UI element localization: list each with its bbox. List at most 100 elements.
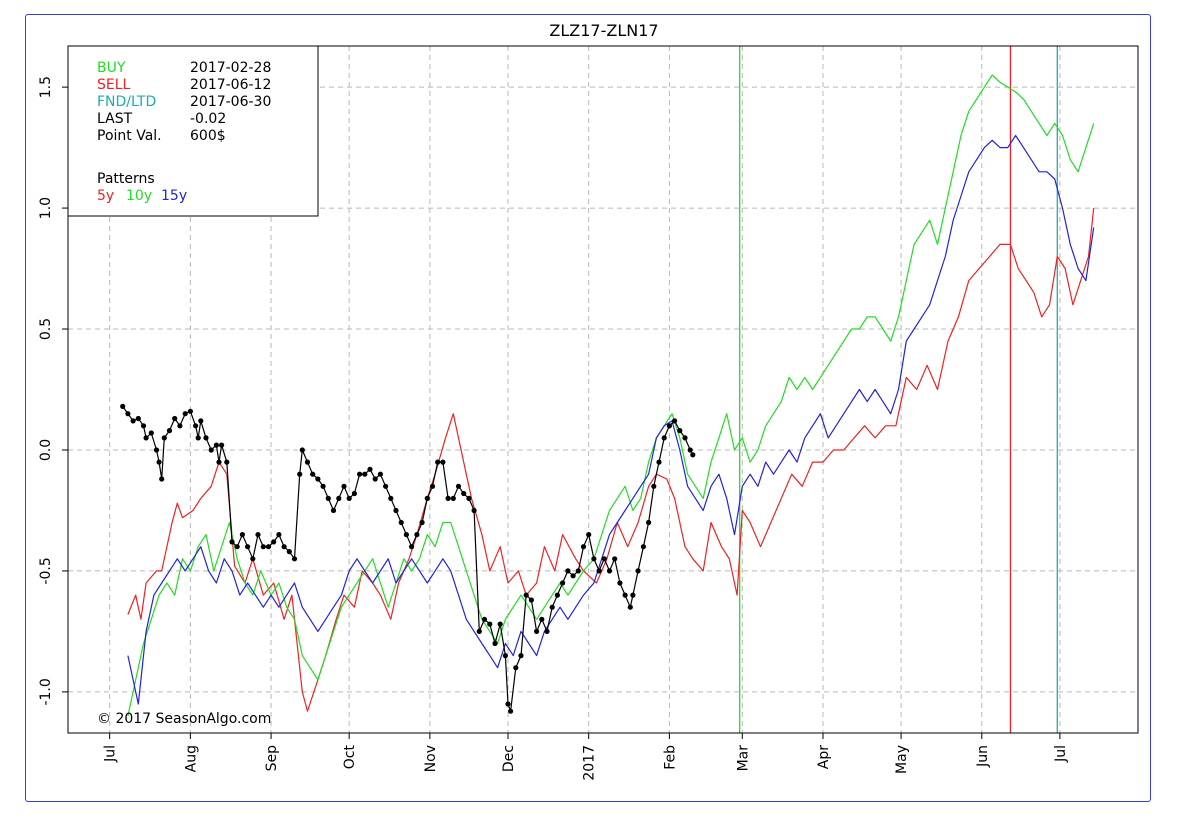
data-point xyxy=(120,403,126,409)
data-point xyxy=(672,418,678,424)
legend-pattern: 15y xyxy=(161,188,187,204)
data-point xyxy=(276,532,282,538)
data-point xyxy=(617,580,623,586)
data-point xyxy=(346,495,352,501)
data-point xyxy=(487,621,493,627)
data-point xyxy=(440,459,446,465)
data-point xyxy=(575,568,581,574)
legend-value: 2017-02-28 xyxy=(190,60,271,76)
data-point xyxy=(513,665,519,671)
data-point xyxy=(586,532,592,538)
x-tick-label: Nov xyxy=(423,745,439,772)
data-point xyxy=(539,616,545,622)
data-point xyxy=(424,495,430,501)
data-point xyxy=(656,459,662,465)
series-line-10y xyxy=(127,74,1095,717)
data-point xyxy=(544,628,550,635)
x-tick-label: Apr xyxy=(816,745,832,769)
legend-label: SELL xyxy=(97,77,131,93)
data-point xyxy=(570,573,576,579)
data-point xyxy=(336,495,342,501)
data-point xyxy=(193,423,199,429)
data-point xyxy=(216,459,222,465)
legend: BUY 2017-02-28 SELL 2017-06-12 FND/LTD 2017-0… xyxy=(67,45,319,217)
data-point xyxy=(560,580,566,586)
data-point xyxy=(177,423,183,429)
data-point xyxy=(271,539,277,545)
data-point xyxy=(383,483,389,489)
y-tick-label: 1.0 xyxy=(38,197,54,219)
data-point xyxy=(250,556,256,562)
series-line-5y xyxy=(127,208,1095,712)
data-point xyxy=(299,447,305,453)
legend-pattern: 10y xyxy=(126,188,152,204)
data-point xyxy=(148,430,154,436)
data-point xyxy=(172,415,178,422)
data-point xyxy=(161,435,167,441)
y-tick-label: 0.5 xyxy=(38,318,54,340)
data-point xyxy=(414,532,420,538)
data-point xyxy=(219,442,225,448)
data-point xyxy=(304,459,311,465)
data-point xyxy=(143,435,149,441)
data-point xyxy=(497,621,503,627)
data-point xyxy=(351,490,357,497)
data-point xyxy=(357,471,363,477)
data-point xyxy=(606,568,613,574)
data-point xyxy=(182,411,188,417)
data-point xyxy=(640,544,647,550)
data-point xyxy=(429,483,436,489)
data-point xyxy=(651,483,657,489)
data-point xyxy=(492,640,498,647)
x-tick-label: Feb xyxy=(662,745,678,770)
event-lines xyxy=(739,46,1058,733)
y-tick-label: -1.0 xyxy=(38,678,54,705)
legend-label: BUY xyxy=(97,60,126,76)
data-point xyxy=(661,435,667,441)
data-point xyxy=(224,459,230,465)
x-tick-label: Oct xyxy=(342,745,358,770)
data-point xyxy=(523,592,529,598)
data-point xyxy=(419,519,425,526)
data-point xyxy=(330,507,337,514)
legend-label: FND/LTD xyxy=(97,94,156,110)
data-point xyxy=(596,568,602,574)
data-point xyxy=(255,532,261,538)
x-tick-label: Mar xyxy=(735,745,751,772)
data-point xyxy=(245,544,251,550)
copyright-text: © 2017 SeasonAlgo.com xyxy=(97,711,271,727)
data-point xyxy=(518,653,524,659)
data-point xyxy=(325,495,331,501)
data-point xyxy=(466,495,472,501)
data-point xyxy=(445,495,451,501)
legend-label: LAST xyxy=(97,111,133,127)
data-point xyxy=(320,483,326,489)
legend-patterns-title: Patterns xyxy=(97,171,155,187)
data-point xyxy=(153,447,160,453)
data-point xyxy=(666,423,673,429)
legend-pattern: 5y xyxy=(97,188,114,204)
data-point xyxy=(677,428,683,434)
legend-box xyxy=(67,45,319,217)
data-point xyxy=(291,556,298,562)
data-point xyxy=(646,519,652,526)
data-point xyxy=(476,628,482,635)
data-point xyxy=(565,568,571,574)
plot-area xyxy=(67,45,1139,734)
data-point xyxy=(159,476,165,482)
data-point xyxy=(591,556,597,562)
data-point xyxy=(461,490,467,497)
data-point xyxy=(690,452,696,458)
x-tick-label: 2017 xyxy=(582,745,598,781)
y-tick-label: 1.5 xyxy=(38,76,54,98)
data-point xyxy=(203,435,209,441)
x-axis: Jul Aug Sep Oct Nov Dec 2017 Feb Mar Apr May Jun Jul xyxy=(103,733,1069,781)
data-point xyxy=(377,471,383,477)
y-tick-label: -0.5 xyxy=(38,557,54,584)
data-point xyxy=(310,471,316,477)
x-tick-label: Jul xyxy=(1053,745,1069,763)
data-point xyxy=(156,459,162,465)
data-point xyxy=(630,592,636,598)
data-point xyxy=(234,544,240,550)
